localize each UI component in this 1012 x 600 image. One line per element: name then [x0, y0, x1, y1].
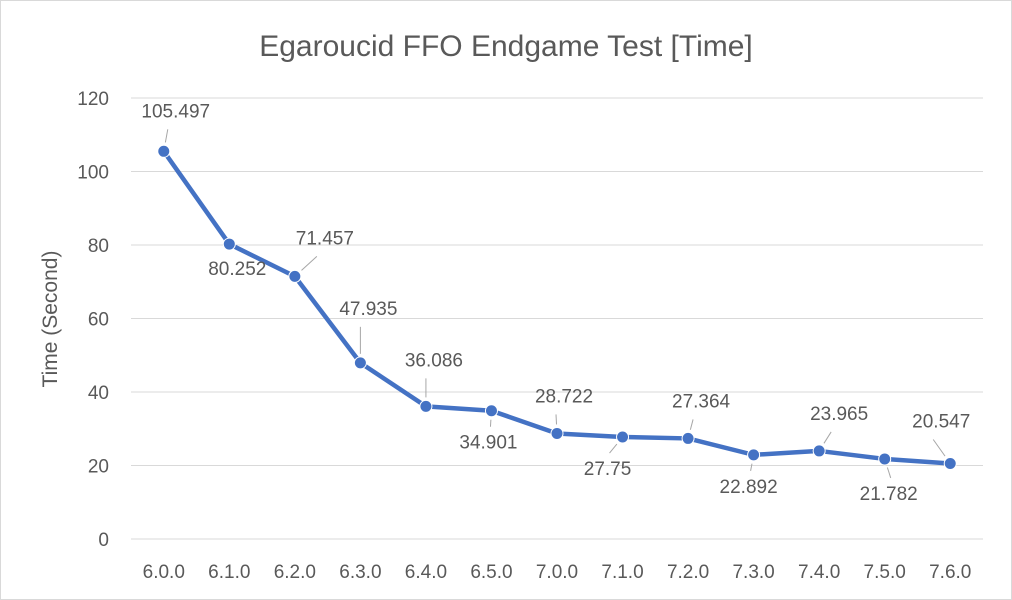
- y-tick-label: 40: [88, 383, 109, 404]
- y-tick-label: 100: [77, 163, 109, 184]
- data-point-marker: [812, 444, 826, 458]
- leader-line: [609, 443, 618, 454]
- x-tick-label: 6.4.0: [405, 562, 447, 583]
- leader-line: [932, 439, 946, 457]
- x-tick-label: 7.5.0: [864, 562, 906, 583]
- data-label: 23.965: [810, 404, 868, 425]
- data-point-marker: [681, 431, 695, 445]
- leader-line: [750, 463, 753, 471]
- x-axis-ticks: 6.0.0 6.1.0 6.2.0 6.3.0 6.4.0 6.5.0 7.0.0 7.1.0…: [143, 562, 972, 583]
- data-label: 27.364: [672, 391, 731, 412]
- data-point-marker: [288, 269, 302, 283]
- x-tick-label: 7.1.0: [601, 562, 643, 583]
- y-tick-label: 120: [77, 89, 109, 110]
- leader-line: [689, 419, 694, 430]
- y-axis-title: Time (Second): [39, 251, 62, 388]
- data-point-marker: [157, 144, 171, 158]
- x-tick-label: 6.3.0: [339, 562, 381, 583]
- y-tick-label: 20: [88, 457, 109, 478]
- data-label: 20.547: [912, 411, 970, 432]
- data-point-marker: [747, 448, 761, 462]
- chart-title: Egaroucid FFO Endgame Test [Time]: [259, 30, 753, 63]
- data-point-marker: [878, 452, 892, 466]
- leader-lines: [164, 129, 946, 479]
- leader-line: [301, 256, 318, 271]
- data-point-marker: [353, 356, 367, 370]
- data-label: 36.086: [405, 350, 463, 371]
- data-point-marker: [222, 237, 236, 251]
- data-label: 21.782: [860, 484, 918, 505]
- leader-line: [823, 431, 832, 444]
- x-tick-label: 6.2.0: [274, 562, 316, 583]
- y-tick-label: 80: [88, 236, 109, 257]
- x-tick-label: 7.2.0: [667, 562, 709, 583]
- data-label: 27.75: [584, 459, 632, 480]
- series-line-group: [157, 144, 957, 470]
- data-label: 47.935: [339, 299, 397, 320]
- data-label: 105.497: [141, 101, 210, 122]
- data-label: 34.901: [459, 433, 517, 454]
- data-label: 71.457: [296, 228, 354, 249]
- x-tick-label: 7.4.0: [798, 562, 840, 583]
- x-tick-label: 6.0.0: [143, 562, 185, 583]
- y-tick-label: 60: [88, 310, 109, 331]
- data-point-marker: [943, 456, 957, 470]
- leader-line: [886, 467, 892, 479]
- x-tick-label: 7.3.0: [732, 562, 774, 583]
- x-tick-label: 7.0.0: [536, 562, 578, 583]
- x-tick-label: 6.5.0: [470, 562, 512, 583]
- data-point-marker: [550, 426, 564, 440]
- data-point-marker: [419, 399, 433, 413]
- leader-line: [164, 129, 169, 143]
- data-label: 80.252: [208, 259, 266, 280]
- data-point-marker: [616, 430, 630, 444]
- data-labels: 105.497 80.252 71.457 47.935 36.086 34.901 28.…: [141, 101, 970, 505]
- x-tick-label: 6.1.0: [208, 562, 250, 583]
- x-tick-label: 7.6.0: [929, 562, 971, 583]
- leader-line: [555, 414, 558, 425]
- data-label: 22.892: [720, 477, 778, 498]
- y-tick-label: 0: [98, 530, 109, 551]
- data-point-marker: [484, 404, 498, 418]
- y-axis-ticks: 0 20 40 60 80 100 120: [77, 89, 109, 551]
- gridlines: [131, 97, 983, 540]
- data-label: 28.722: [535, 386, 593, 407]
